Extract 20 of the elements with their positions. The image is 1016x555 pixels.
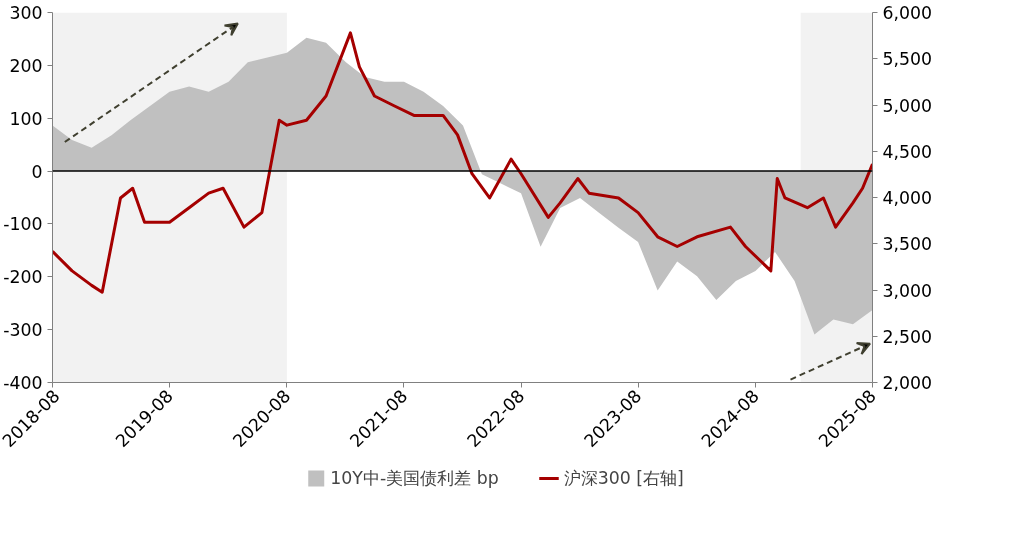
y-tick-label: 100	[9, 108, 43, 129]
y2-tick-label: 4,000	[882, 188, 933, 208]
legend-label: 沪深300 [右轴]	[563, 466, 684, 490]
y-tick-label: -400	[3, 373, 43, 393]
y2-tick-label: 2,000	[882, 373, 933, 393]
y2-tick-label: 5,500	[882, 49, 933, 70]
y2-tick-label: 5,000	[882, 95, 933, 116]
y2-tick-label: 3,000	[882, 280, 933, 301]
line-series	[52, 31, 873, 294]
y2-tick-label: 3,500	[882, 234, 933, 255]
y-tick-label: -100	[3, 214, 43, 235]
y-tick-label: 300	[9, 3, 43, 23]
y2-tick-label: 6,000	[882, 3, 933, 23]
y-tick-label: -300	[3, 320, 43, 341]
y2-tick-label: 2,500	[882, 326, 933, 347]
y-tick-label: 0	[31, 161, 43, 182]
y-tick-label: -200	[3, 267, 43, 288]
legend-label: 10Y中-美国债利差 bp	[330, 466, 499, 490]
y-tick-label: 200	[9, 55, 43, 76]
y2-tick-label: 4,500	[882, 141, 933, 162]
